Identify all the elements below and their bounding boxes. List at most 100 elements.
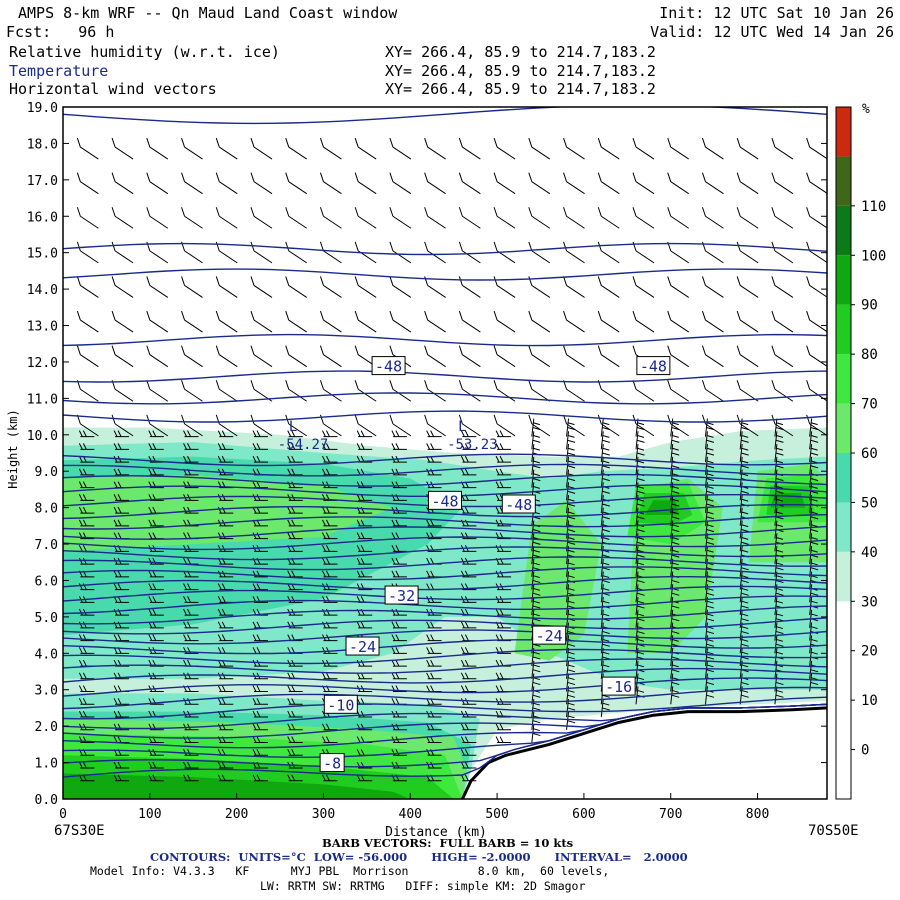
wind-barb (701, 345, 724, 368)
isotherm (63, 595, 827, 615)
wind-barb (704, 597, 715, 616)
wind-barb (215, 310, 238, 333)
wind-barb (600, 648, 610, 667)
wind-barb (322, 545, 338, 552)
contour-label-box (532, 625, 567, 645)
wind-barb (287, 736, 303, 744)
wind-barb (113, 583, 130, 591)
wind-barb (113, 494, 130, 501)
wind-barb (667, 345, 690, 368)
wind-barb (566, 495, 576, 514)
y-axis-label: Height (km) (6, 409, 20, 488)
terrain-layer (461, 706, 828, 800)
wind-barb (356, 621, 373, 629)
wind-barb (319, 345, 342, 368)
wind-barb (493, 207, 516, 229)
colorbar-bin (836, 502, 851, 552)
contour-label: -48 (375, 358, 402, 376)
y-tick-label: 9.0 (35, 465, 58, 480)
wind-barb (809, 673, 819, 692)
wind-barb (113, 519, 130, 527)
extremum-value: -53.23 (447, 437, 498, 453)
wind-barb (771, 137, 794, 160)
wind-barb (146, 345, 169, 368)
wind-barb (632, 276, 655, 298)
wind-barb (287, 443, 303, 450)
wind-barb (183, 455, 199, 463)
wind-barb (667, 310, 690, 333)
y-tick-label: 16.0 (27, 210, 58, 225)
wind-barb (563, 310, 585, 333)
wind-barb (250, 241, 273, 264)
wind-barb (76, 207, 99, 229)
wind-barb (78, 494, 95, 501)
isotherm (63, 617, 827, 635)
wind-barb (78, 647, 95, 654)
wind-barb (322, 430, 338, 438)
wind-barb (739, 431, 749, 450)
wind-barb (76, 241, 99, 264)
x-tick-label: 300 (312, 807, 335, 822)
wind-barb (597, 380, 620, 402)
wind-barb (183, 545, 199, 552)
wind-barb (493, 276, 516, 298)
wind-barb (389, 380, 412, 402)
colorbar-bin (836, 255, 851, 305)
wind-barb (531, 546, 541, 565)
wind-barb (287, 430, 303, 438)
wind-barb (701, 172, 724, 195)
forecast-hour: Fcst: 96 h (6, 23, 115, 41)
wind-barb (458, 380, 481, 402)
colorbar-bin (836, 304, 851, 355)
wind-barb (809, 533, 819, 552)
wind-barb (563, 241, 585, 264)
wind-barb (424, 414, 446, 437)
isotherm (63, 268, 827, 281)
wind-barb (809, 520, 819, 539)
wind-barb (566, 507, 576, 526)
wind-barb (531, 724, 541, 743)
wind-barb (495, 608, 512, 616)
wind-barb (217, 494, 234, 501)
wind-barb (667, 276, 690, 298)
wind-barb (736, 310, 759, 333)
wind-barb (215, 172, 238, 195)
wind-barb (181, 380, 203, 402)
wind-barb (670, 686, 680, 705)
wind-barb (356, 570, 373, 578)
wind-barb (250, 207, 273, 229)
wind-barb (322, 506, 338, 514)
wind-barb (354, 414, 377, 437)
wind-barb (181, 276, 203, 298)
wind-barb (215, 137, 238, 160)
wind-barb (217, 621, 234, 629)
wind-barb (424, 345, 446, 368)
wind-barb (736, 172, 759, 195)
wind-barb (774, 482, 784, 501)
wind-barb-layer (76, 137, 827, 782)
wind-barb (566, 648, 576, 667)
wind-barb (146, 414, 169, 437)
wind-barb (495, 455, 512, 463)
contour-label: -16 (605, 678, 632, 696)
wind-barb (322, 519, 338, 527)
wind-barb (183, 672, 199, 680)
isotherm (63, 546, 827, 561)
wind-barb (809, 444, 819, 463)
wind-barb (250, 414, 273, 437)
contour-label-box (319, 753, 345, 773)
isotherm (63, 566, 827, 581)
extremum-type: L (289, 419, 297, 435)
wind-barb (774, 686, 784, 705)
wind-barb (78, 621, 95, 629)
wind-barb (113, 710, 130, 718)
wind-barb (426, 672, 442, 680)
y-tick-label: 6.0 (35, 574, 58, 589)
wind-barb (528, 414, 551, 437)
wind-barb (113, 774, 130, 782)
wind-barb (322, 736, 338, 744)
wind-barb (460, 761, 477, 769)
y-tick-label: 13.0 (27, 320, 58, 335)
wind-barb (215, 345, 238, 368)
wind-barb (632, 137, 655, 160)
